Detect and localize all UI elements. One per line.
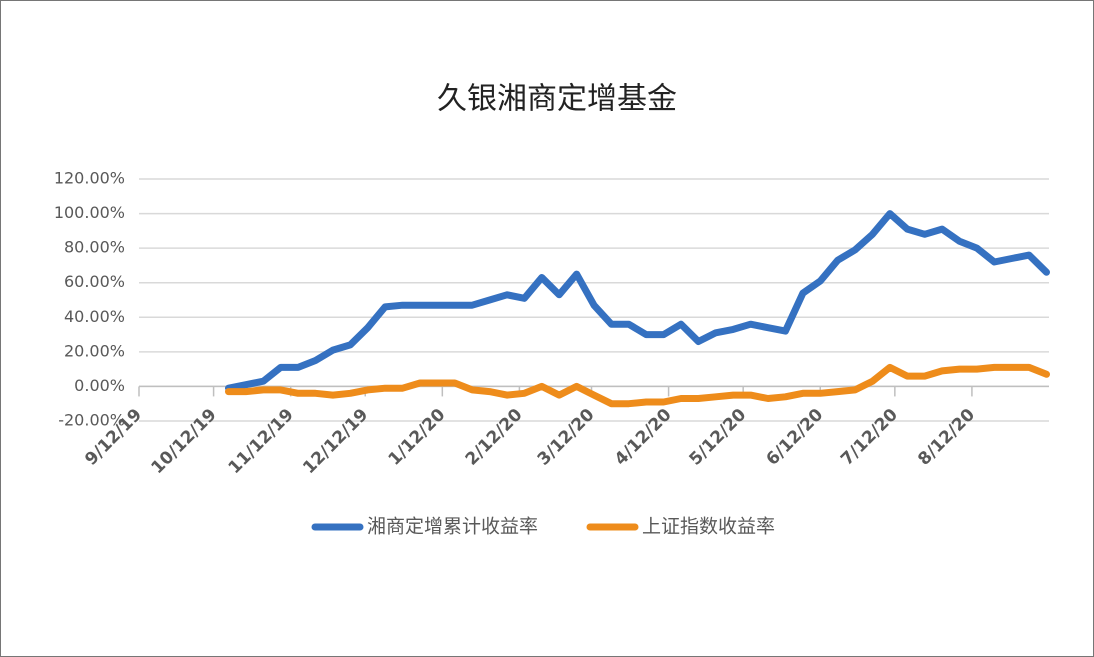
y-tick-label: 80.00% <box>64 238 125 257</box>
data-line <box>225 363 1050 408</box>
legend-label: 上证指数收益率 <box>642 516 775 538</box>
y-tick-label: 0.00% <box>74 376 125 395</box>
y-tick-label: 60.00% <box>64 272 125 291</box>
data-line <box>225 210 1050 392</box>
legend-label: 湘商定增累计收益率 <box>367 516 538 538</box>
y-tick-label: 20.00% <box>64 341 125 360</box>
y-tick-label: 100.00% <box>54 203 125 222</box>
chart-title: 久银湘商定增基金 <box>437 82 677 117</box>
y-tick-label: 120.00% <box>54 169 125 188</box>
y-tick-label: -20.00% <box>58 411 125 430</box>
y-tick-label: 40.00% <box>64 307 125 326</box>
